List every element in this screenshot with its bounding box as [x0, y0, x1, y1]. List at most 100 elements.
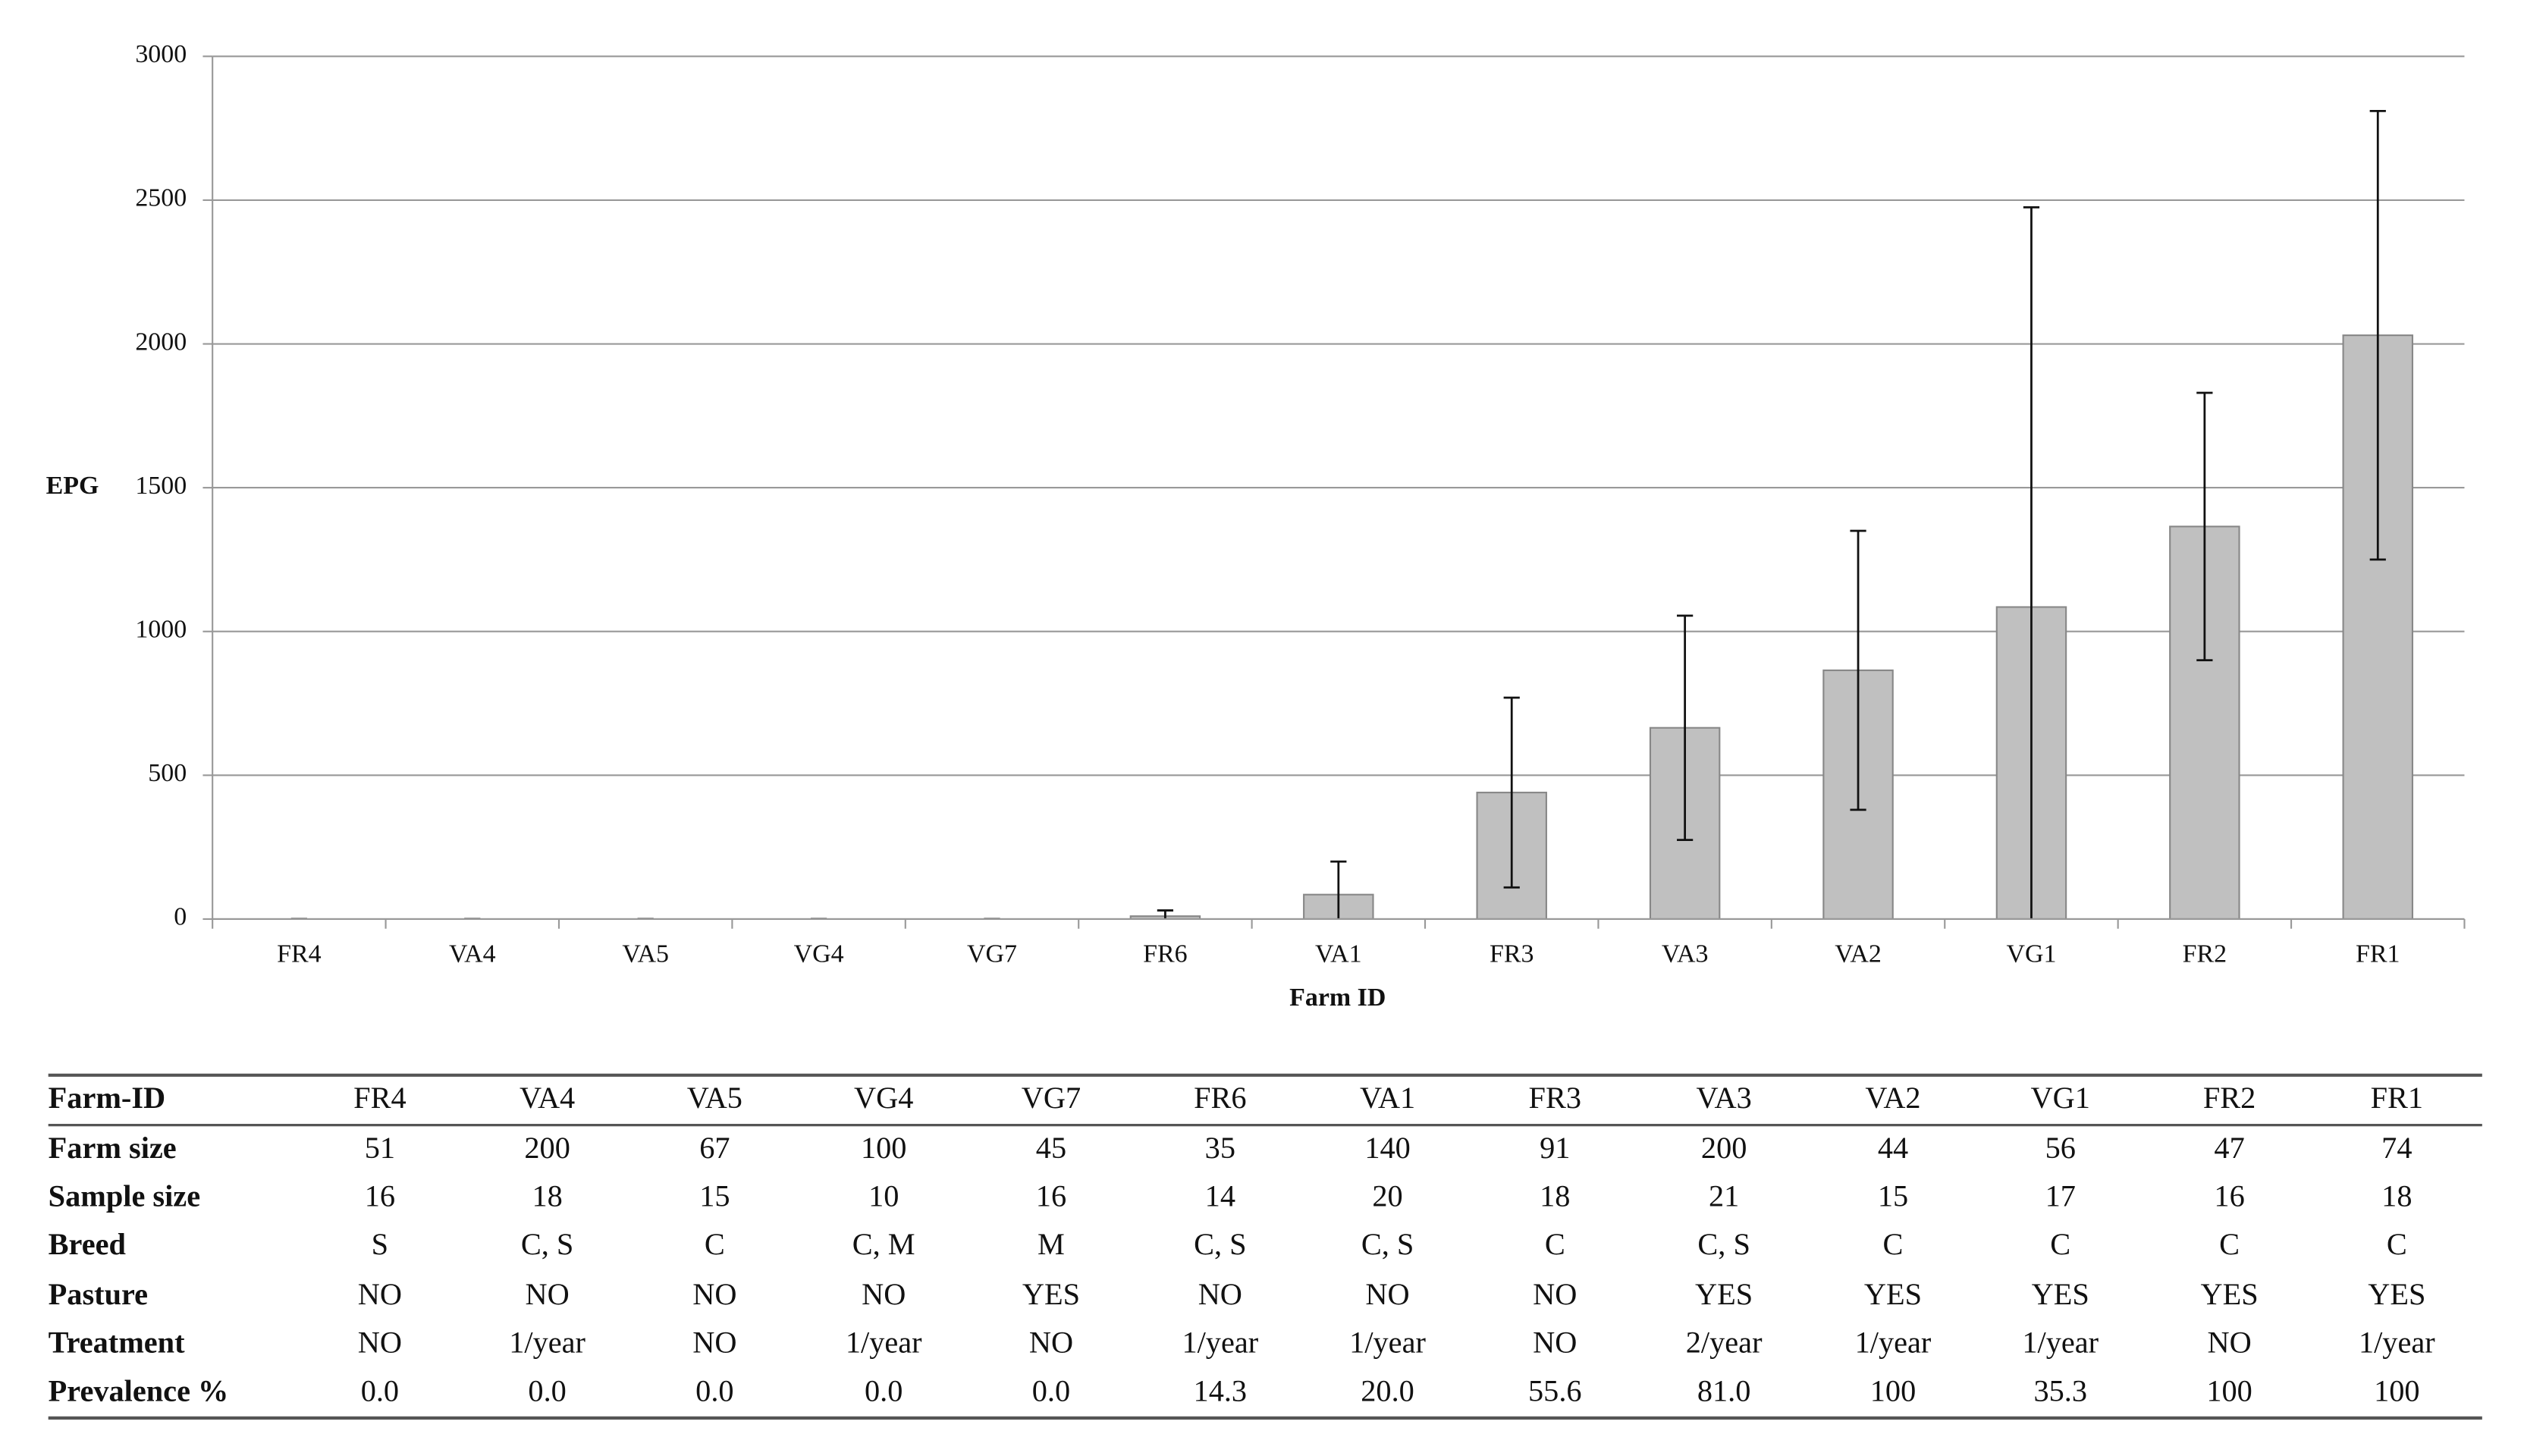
table-cell: 1/year	[846, 1326, 922, 1360]
table-cell: 100	[1870, 1373, 1916, 1407]
error-bar	[2369, 109, 2386, 561]
table-cell: C, S	[1194, 1227, 1246, 1261]
y-tick-label: 1500	[135, 472, 187, 500]
table-cell: 14	[1205, 1178, 1235, 1213]
table-cell: NO	[1533, 1277, 1577, 1311]
table-cell: 1/year	[1349, 1326, 1426, 1360]
error-bar	[1677, 614, 1694, 842]
table-cell: 15	[699, 1178, 730, 1213]
x-tick-label: VA1	[1315, 940, 1362, 968]
table-cell: 200	[524, 1131, 570, 1165]
x-tick-label: VA5	[622, 940, 669, 968]
table-cell: 91	[1540, 1131, 1570, 1165]
y-tick-label: 2000	[135, 328, 187, 356]
table-cell: NO	[1533, 1326, 1577, 1360]
table-cell: 1/year	[509, 1326, 585, 1360]
table-cell: NO	[1029, 1326, 1073, 1360]
table-cell: FR4	[353, 1081, 406, 1115]
y-tick-label: 2500	[135, 184, 187, 212]
error-bar	[1850, 529, 1866, 811]
row-label: Breed	[49, 1227, 126, 1261]
table-cell: 1/year	[1182, 1326, 1258, 1360]
table-cell: NO	[358, 1326, 402, 1360]
table-cell: 47	[2214, 1131, 2244, 1165]
row-label: Farm size	[49, 1131, 177, 1165]
table-cell: 35.3	[2033, 1373, 2087, 1407]
table-cell: 44	[1878, 1131, 1908, 1165]
x-tick-label: VA2	[1835, 940, 1882, 968]
table-cell: 0.0	[528, 1373, 566, 1407]
table-cell: 81.0	[1697, 1373, 1751, 1407]
error-bar	[1157, 909, 1174, 919]
table-cell: FR3	[1529, 1081, 1581, 1115]
table-cell: VA2	[1865, 1081, 1920, 1115]
table-cell: 100	[861, 1131, 906, 1165]
table-cell: S	[372, 1227, 388, 1261]
x-tick-label: VG4	[794, 940, 844, 968]
table-cell: C	[2050, 1227, 2070, 1261]
table-cell: 200	[1701, 1131, 1747, 1165]
table-cell: 1/year	[2022, 1326, 2099, 1360]
table-cell: 18	[1540, 1178, 1570, 1213]
table-cell: FR2	[2203, 1081, 2256, 1115]
table-cell: NO	[692, 1277, 736, 1311]
table-cell: VA3	[1697, 1081, 1752, 1115]
table-cell: 1/year	[2359, 1326, 2435, 1360]
table-cell: YES	[2368, 1277, 2425, 1311]
x-tick-label: FR2	[2183, 940, 2227, 968]
table-cell: 18	[532, 1178, 562, 1213]
table-cell: NO	[692, 1326, 736, 1360]
table-cell: YES	[1695, 1277, 1753, 1311]
table-cell: 0.0	[361, 1373, 399, 1407]
table-cell: YES	[2201, 1277, 2259, 1311]
table-cell: 1/year	[1855, 1326, 1932, 1360]
table-cell: 18	[2381, 1178, 2412, 1213]
table-cell: FR6	[1194, 1081, 1246, 1115]
table-cell: C	[2387, 1227, 2407, 1261]
x-tick-label: VA3	[1662, 940, 1709, 968]
table-cell: 67	[699, 1131, 730, 1165]
table-cell: 100	[2374, 1373, 2419, 1407]
table-cell: 20	[1372, 1178, 1402, 1213]
table-cell: C	[1883, 1227, 1904, 1261]
table-cell: 55.6	[1528, 1373, 1582, 1407]
table-cell: VG1	[2031, 1081, 2090, 1115]
table-cell: 17	[2045, 1178, 2076, 1213]
table-cell: C, S	[1361, 1227, 1414, 1261]
table-cell: 0.0	[1032, 1373, 1070, 1407]
table-cell: YES	[1864, 1277, 1922, 1311]
x-tick-label: FR3	[1490, 940, 1534, 968]
table-cell: 20.0	[1361, 1373, 1414, 1407]
table-cell: NO	[358, 1277, 402, 1311]
table-cell: 100	[2206, 1373, 2252, 1407]
table-cell: C, S	[521, 1227, 573, 1261]
y-tick-label: 3000	[135, 40, 187, 68]
table-cell: VA4	[520, 1081, 575, 1115]
table-cell: 16	[2214, 1178, 2244, 1213]
table-cell: 15	[1878, 1178, 1908, 1213]
row-label: Prevalence %	[49, 1373, 229, 1407]
error-bar	[1503, 696, 1520, 889]
table-cell: NO	[1198, 1277, 1242, 1311]
x-tick-label: FR1	[2356, 940, 2400, 968]
x-tick-label: VG7	[967, 940, 1017, 968]
table-cell: YES	[1022, 1277, 1080, 1311]
table-cell: 35	[1205, 1131, 1235, 1165]
table-cell: 10	[868, 1178, 899, 1213]
table-cell: M	[1038, 1227, 1065, 1261]
table-cell: 74	[2381, 1131, 2412, 1165]
table-cell: C	[1545, 1227, 1565, 1261]
x-tick-label: FR6	[1143, 940, 1187, 968]
x-tick-label: FR4	[277, 940, 322, 968]
table-cell: 2/year	[1686, 1326, 1763, 1360]
table-cell: 56	[2045, 1131, 2076, 1165]
table-cell: C, M	[852, 1227, 915, 1261]
table-cell: VG4	[854, 1081, 913, 1115]
y-tick-label: 500	[148, 759, 187, 787]
table-cell: C	[705, 1227, 725, 1261]
x-axis-label: Farm ID	[1289, 984, 1386, 1012]
x-tick-label: VA4	[449, 940, 496, 968]
error-bar	[2023, 206, 2040, 919]
error-bar	[1330, 860, 1347, 919]
